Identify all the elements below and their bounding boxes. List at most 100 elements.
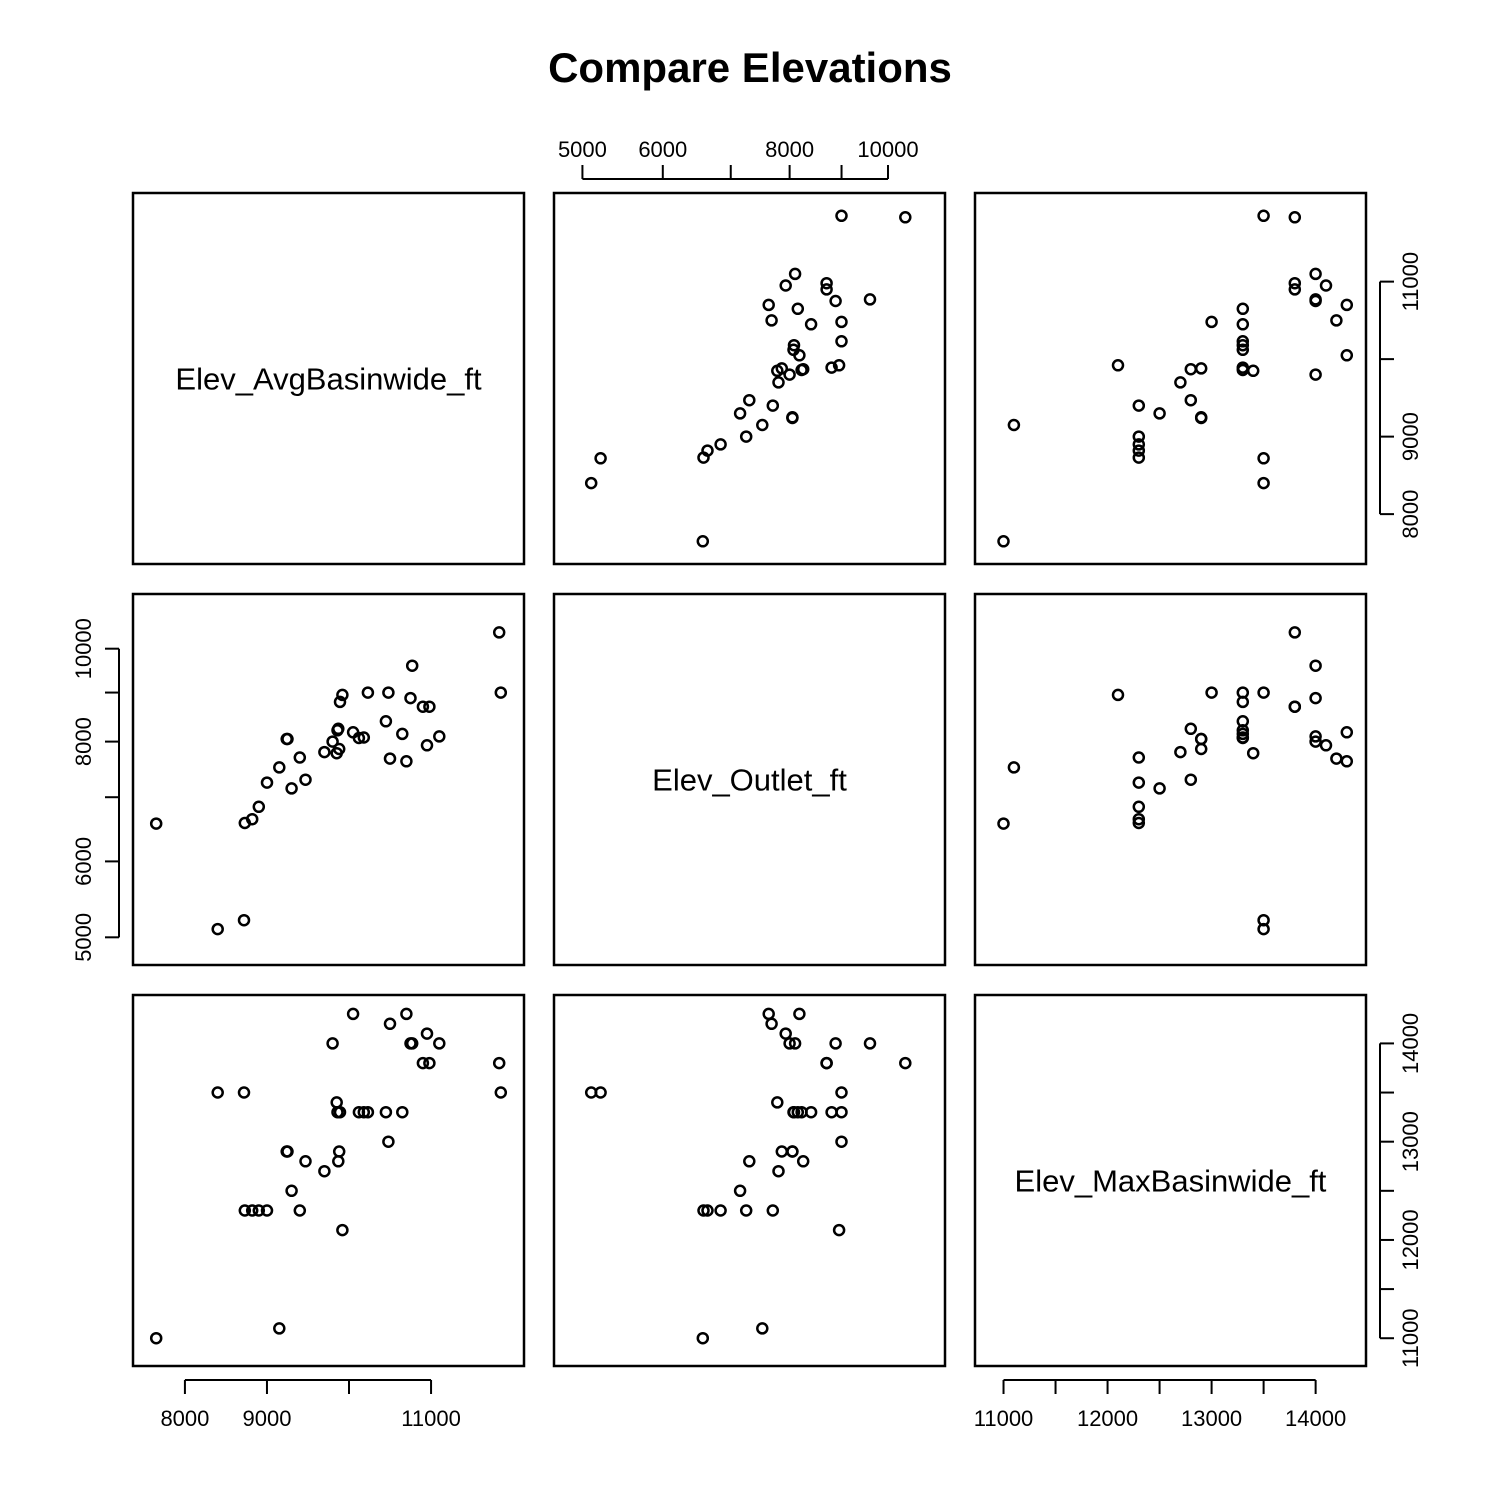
data-point <box>775 362 789 375</box>
data-point <box>832 359 846 372</box>
data-point <box>382 686 395 699</box>
data-point <box>765 1017 778 1031</box>
data-point <box>1257 913 1270 927</box>
data-point <box>997 817 1010 830</box>
data-point <box>400 1007 413 1021</box>
y-axis-left-2: 5000 6000 8000 10000 <box>71 618 120 962</box>
chart-title: Compare Elevations <box>548 44 952 91</box>
tick-label: 5000 <box>71 913 96 962</box>
panel-r2-c2: Elev_Outlet_ft <box>552 592 947 967</box>
tick-label: 11000 <box>1398 252 1423 312</box>
data-point <box>245 1204 259 1217</box>
data-point <box>1007 418 1021 432</box>
data-point <box>1236 302 1250 316</box>
data-point <box>492 1056 506 1070</box>
tick-label: 10000 <box>857 137 918 162</box>
tick-label: 9000 <box>1398 412 1423 461</box>
data-point <box>1309 368 1322 381</box>
data-point <box>245 812 259 826</box>
data-point <box>361 1105 375 1119</box>
data-point <box>405 659 419 672</box>
data-point <box>766 1204 780 1217</box>
data-point <box>1319 279 1333 292</box>
data-point <box>1132 816 1146 830</box>
data-point <box>835 1135 848 1148</box>
data-point <box>997 535 1010 548</box>
y-axis-right-3: 11000 12000 13000 14000 <box>1379 1013 1423 1368</box>
data-point <box>701 1204 714 1217</box>
data-point <box>766 399 780 412</box>
tick-label: 13000 <box>1398 1111 1423 1172</box>
tick-label: 5000 <box>558 137 607 162</box>
panel-r2-c3 <box>973 592 1368 967</box>
data-point <box>330 1096 343 1109</box>
data-point <box>743 393 756 407</box>
data-point <box>433 730 446 743</box>
data-point <box>494 1086 508 1099</box>
data-point <box>820 283 833 296</box>
data-point <box>1330 314 1343 327</box>
data-point <box>1257 209 1270 223</box>
data-point <box>796 362 810 376</box>
panel-frame <box>131 592 526 967</box>
tick-label: 8000 <box>1398 490 1423 539</box>
data-point <box>733 1184 747 1198</box>
tick-label: 8000 <box>160 1406 209 1431</box>
data-point <box>1194 742 1208 756</box>
data-point <box>829 294 842 308</box>
variable-label: Elev_Outlet_ft <box>652 763 847 798</box>
data-point <box>1288 700 1302 713</box>
data-point <box>299 773 312 786</box>
data-point <box>336 688 349 702</box>
data-point <box>1153 782 1166 795</box>
data-point <box>786 1145 799 1158</box>
data-point <box>1111 688 1125 702</box>
data-point <box>346 1007 360 1021</box>
data-point <box>333 1105 347 1119</box>
data-point <box>326 735 339 748</box>
data-point <box>825 361 838 374</box>
data-point <box>1309 659 1322 672</box>
data-point <box>772 376 785 389</box>
tick-label: 12000 <box>1398 1209 1423 1270</box>
tick-label: 8000 <box>765 137 814 162</box>
data-point <box>1194 732 1208 746</box>
tick-label: 14000 <box>1398 1013 1423 1074</box>
data-point <box>1309 735 1322 748</box>
data-point <box>1132 451 1146 464</box>
data-point <box>756 418 769 432</box>
tick-label: 11000 <box>974 1406 1034 1431</box>
data-point <box>1153 407 1166 420</box>
data-point <box>697 1204 710 1217</box>
data-point <box>252 1204 266 1217</box>
data-point <box>765 314 778 327</box>
data-point <box>1236 686 1250 699</box>
data-point <box>863 1037 877 1050</box>
data-point <box>252 800 266 814</box>
x-axis-bottom-1: 8000 9000 11000 <box>160 1379 461 1431</box>
data-point <box>1340 726 1354 739</box>
data-point <box>696 1331 710 1345</box>
data-point <box>420 739 434 752</box>
data-point <box>237 913 251 927</box>
data-point <box>743 1155 756 1168</box>
tick-label: 14000 <box>1285 1406 1346 1431</box>
data-point <box>416 700 430 713</box>
data-point <box>333 695 347 709</box>
data-point <box>318 1164 331 1178</box>
data-point <box>863 293 877 306</box>
tick-label: 6000 <box>638 137 687 162</box>
data-point <box>273 761 286 774</box>
data-point <box>273 1322 286 1335</box>
data-point <box>281 732 294 746</box>
panels-layer: Elev_AvgBasinwide_ft Elev_Outlet_ft Elev_M… <box>131 191 1368 1368</box>
data-point <box>820 1056 833 1070</box>
data-point <box>1132 751 1146 764</box>
data-point <box>357 1105 371 1119</box>
data-point <box>835 1086 848 1099</box>
data-point <box>787 343 800 357</box>
panel-frame <box>131 191 526 566</box>
data-point <box>1257 476 1270 490</box>
data-point <box>1111 359 1125 372</box>
panel-frame <box>552 592 947 967</box>
